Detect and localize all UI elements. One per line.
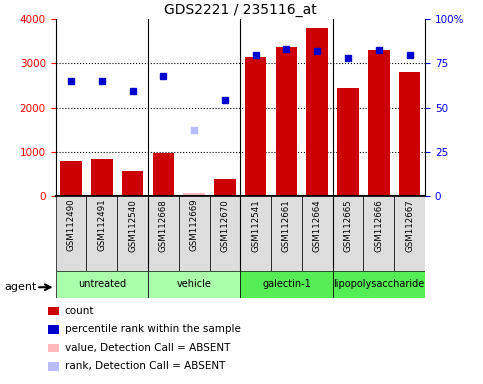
- Bar: [302, 196, 333, 271]
- Bar: [364, 196, 394, 271]
- Bar: [214, 179, 236, 196]
- Text: agent: agent: [5, 282, 37, 292]
- Bar: [245, 57, 267, 196]
- Text: value, Detection Call = ABSENT: value, Detection Call = ABSENT: [65, 343, 230, 353]
- Bar: [60, 161, 82, 196]
- Bar: [148, 196, 179, 271]
- Bar: [368, 50, 390, 196]
- Text: galectin-1: galectin-1: [262, 279, 311, 289]
- Text: GSM112661: GSM112661: [282, 199, 291, 252]
- Bar: [333, 271, 425, 298]
- Text: GSM112490: GSM112490: [67, 199, 75, 252]
- Text: rank, Detection Call = ABSENT: rank, Detection Call = ABSENT: [65, 361, 225, 371]
- Bar: [184, 193, 205, 196]
- Text: GSM112669: GSM112669: [190, 199, 199, 252]
- Text: percentile rank within the sample: percentile rank within the sample: [65, 324, 241, 334]
- Bar: [91, 159, 113, 196]
- Text: GSM112665: GSM112665: [343, 199, 353, 252]
- Text: lipopolysaccharide: lipopolysaccharide: [333, 279, 425, 289]
- Bar: [86, 196, 117, 271]
- Title: GDS2221 / 235116_at: GDS2221 / 235116_at: [164, 3, 317, 17]
- Bar: [240, 196, 271, 271]
- Bar: [117, 196, 148, 271]
- Text: GSM112540: GSM112540: [128, 199, 137, 252]
- Bar: [333, 196, 364, 271]
- Bar: [276, 46, 297, 196]
- Text: untreated: untreated: [78, 279, 126, 289]
- Bar: [271, 196, 302, 271]
- Text: count: count: [65, 306, 94, 316]
- Bar: [240, 271, 333, 298]
- Text: GSM112664: GSM112664: [313, 199, 322, 252]
- Bar: [337, 88, 359, 196]
- Bar: [399, 72, 420, 196]
- Text: GSM112670: GSM112670: [220, 199, 229, 252]
- Bar: [56, 196, 86, 271]
- Text: GSM112668: GSM112668: [159, 199, 168, 252]
- Bar: [394, 196, 425, 271]
- Text: GSM112666: GSM112666: [374, 199, 384, 252]
- Bar: [56, 271, 148, 298]
- Bar: [153, 152, 174, 196]
- Bar: [148, 271, 241, 298]
- Bar: [122, 171, 143, 196]
- Bar: [307, 28, 328, 196]
- Text: GSM112667: GSM112667: [405, 199, 414, 252]
- Bar: [179, 196, 210, 271]
- Bar: [210, 196, 240, 271]
- Text: vehicle: vehicle: [177, 279, 212, 289]
- Text: GSM112541: GSM112541: [251, 199, 260, 252]
- Text: GSM112491: GSM112491: [97, 199, 106, 252]
